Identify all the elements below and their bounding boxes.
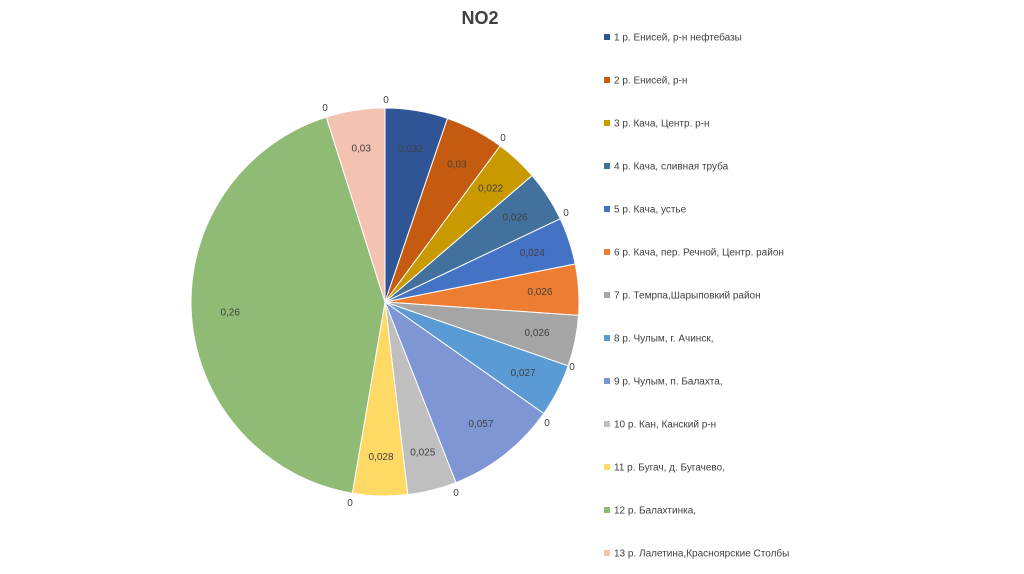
pie-slice-13 bbox=[325, 107, 386, 303]
legend-swatch-8 bbox=[604, 335, 610, 341]
zero-label: 0 bbox=[500, 133, 506, 144]
legend-label-10: 10 р. Кан, Канский р-н bbox=[614, 420, 716, 431]
legend-label-4: 4 р. Кача, сливная труба bbox=[614, 161, 729, 173]
legend-label-5: 5 р. Кача, устье bbox=[614, 205, 687, 216]
legend: 1 р. Енисей, р-н нефтебазы 2 р. Енисей, р… bbox=[604, 32, 789, 560]
legend-label-9: 9 р. Чулым, п. Балахта, bbox=[614, 377, 723, 388]
zero-label: 0 bbox=[383, 95, 389, 106]
data-label-8: 0,027 bbox=[511, 368, 536, 379]
legend-swatch-4 bbox=[604, 163, 610, 169]
legend-swatch-3 bbox=[604, 120, 610, 126]
legend-swatch-5 bbox=[604, 206, 610, 212]
data-label-10: 0,025 bbox=[410, 448, 435, 459]
data-labels: 0,032 0,03 0,022 0,026 0,024 0,026 0,026 0,027 0… bbox=[220, 144, 552, 464]
zero-label: 0 bbox=[569, 362, 575, 373]
zero-label: 0 bbox=[347, 498, 353, 509]
data-label-3: 0,022 bbox=[478, 183, 503, 194]
legend-swatch-2 bbox=[604, 77, 610, 83]
zero-label: 0 bbox=[563, 208, 569, 219]
pie-slice-9 bbox=[383, 300, 545, 484]
zero-label: 0 bbox=[453, 488, 459, 499]
legend-swatch-12 bbox=[604, 507, 610, 513]
zero-label: 0 bbox=[544, 418, 550, 429]
zero-label: 0 bbox=[322, 103, 328, 114]
legend-label-11: 11 р. Бугач, д. Бугачево, bbox=[614, 463, 725, 474]
data-label-12: 0,26 bbox=[220, 308, 240, 319]
data-label-9: 0,057 bbox=[468, 419, 493, 430]
legend-swatch-11 bbox=[604, 464, 610, 470]
legend-label-2: 2 р. Енисей, р-н bbox=[614, 76, 687, 87]
pie-slices bbox=[190, 107, 580, 497]
data-label-6: 0,026 bbox=[527, 287, 552, 298]
pie-slice-12 bbox=[190, 116, 386, 494]
zero-value-labels: 0 0 0 0 0 0 0 0 bbox=[322, 95, 575, 509]
data-label-1: 0,032 bbox=[398, 144, 423, 155]
legend-label-12: 12 р. Балахтинка, bbox=[614, 506, 696, 517]
chart-title: NO2 bbox=[461, 8, 498, 28]
data-label-5: 0,024 bbox=[520, 248, 545, 259]
data-label-13: 0,03 bbox=[351, 144, 371, 155]
data-label-2: 0,03 bbox=[447, 160, 467, 171]
legend-label-13: 13 р. Лалетина,Красноярские Столбы bbox=[614, 548, 789, 560]
legend-swatch-10 bbox=[604, 421, 610, 427]
data-label-11: 0,028 bbox=[368, 452, 393, 463]
legend-swatch-7 bbox=[604, 292, 610, 298]
legend-label-7: 7 р. Темрпа,Шарыповкий район bbox=[614, 291, 761, 302]
data-label-4: 0,026 bbox=[503, 212, 528, 223]
legend-label-8: 8 р. Чулым, г. Ачинск, bbox=[614, 334, 713, 345]
data-label-7: 0,026 bbox=[524, 328, 549, 339]
legend-label-6: 6 р. Кача, пер. Речной, Центр. район bbox=[614, 248, 784, 259]
legend-swatch-9 bbox=[604, 378, 610, 384]
legend-swatch-6 bbox=[604, 249, 610, 255]
legend-swatch-1 bbox=[604, 34, 610, 40]
legend-swatch-13 bbox=[604, 550, 610, 556]
legend-label-3: 3 р. Кача, Центр. р-н bbox=[614, 119, 710, 130]
legend-label-1: 1 р. Енисей, р-н нефтебазы bbox=[614, 32, 742, 44]
